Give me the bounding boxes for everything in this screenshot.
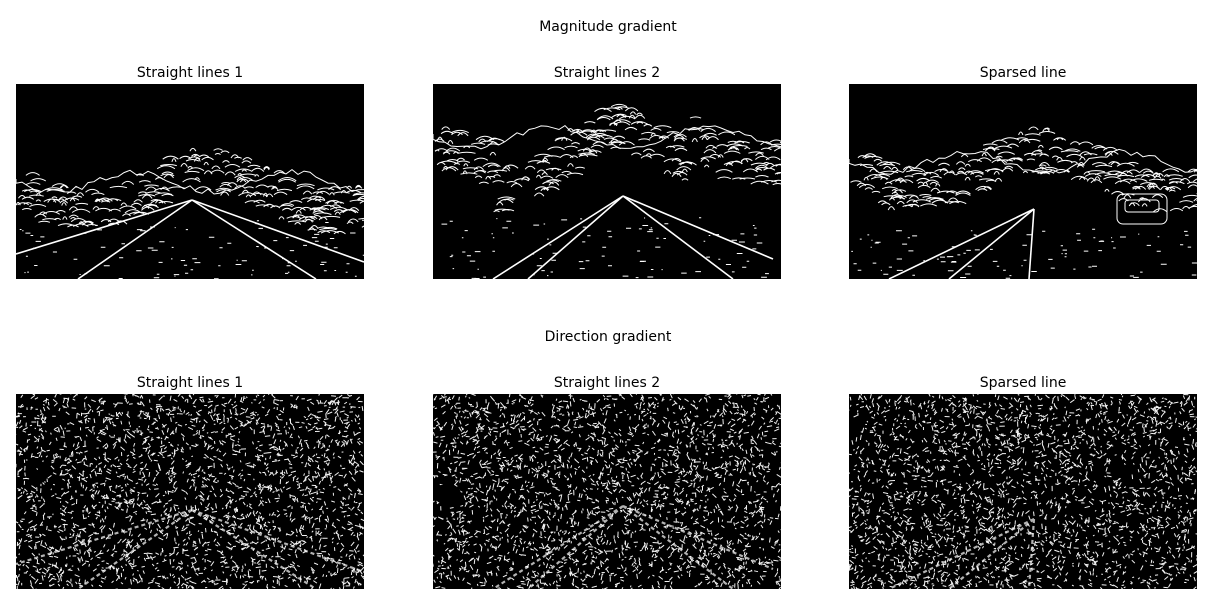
panel-title-direction-3: Sparsed line <box>979 375 1067 391</box>
magnitude-image-straight-lines-1 <box>16 84 364 279</box>
panel-title-magnitude-3: Sparsed line <box>979 65 1067 81</box>
direction-image-straight-lines-2 <box>433 394 781 589</box>
direction-image-straight-lines-1 <box>16 394 364 589</box>
magnitude-section-title: Magnitude gradient <box>539 19 677 35</box>
panel-title-direction-1: Straight lines 1 <box>136 375 244 391</box>
panel-title-magnitude-2: Straight lines 2 <box>553 65 661 81</box>
direction-image-sparsed-line <box>849 394 1197 589</box>
panel-title-direction-2: Straight lines 2 <box>553 375 661 391</box>
panel-title-magnitude-1: Straight lines 1 <box>136 65 244 81</box>
magnitude-image-straight-lines-2 <box>433 84 781 279</box>
magnitude-image-sparsed-line <box>849 84 1197 279</box>
direction-section-title: Direction gradient <box>544 329 672 345</box>
